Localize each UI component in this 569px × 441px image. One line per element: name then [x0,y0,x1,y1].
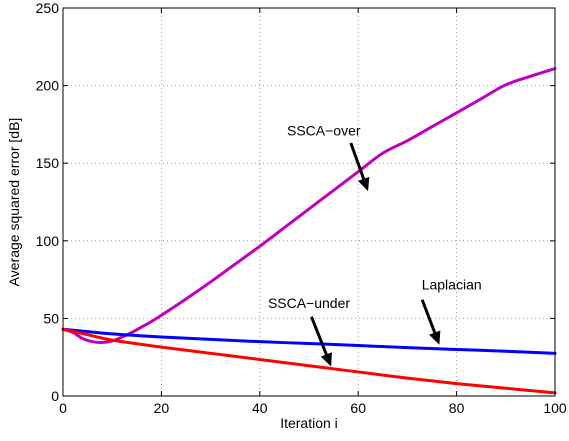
annotation-label-ssca-under: SSCA−under [268,295,350,311]
series-line-ssca-under [61,327,557,395]
x-tick-label: 40 [252,400,268,416]
x-tick-label: 80 [449,400,465,416]
annotation-label-ssca-over: SSCA−over [287,123,361,139]
y-tick-label: 0 [51,388,59,404]
y-tick-label: 150 [36,155,60,171]
x-axis-title: Iteration i [280,415,338,431]
x-tick-label: 0 [59,400,67,416]
annotations: SSCA−over Laplacian SSCA−under [268,123,482,367]
y-tick-label: 50 [43,310,59,326]
y-tick-label: 100 [36,233,60,249]
annotation-label-laplacian: Laplacian [422,276,482,292]
y-tick-label: 250 [36,0,60,16]
annotation-arrowhead-ssca-under [320,352,332,367]
series-line-laplacian [61,327,557,355]
series-line-ssca-over [61,67,557,344]
annotation-arrow-ssca-under [310,316,328,355]
plot-frame [62,7,556,397]
grid [63,8,555,396]
annotation-arrow-ssca-over [349,142,366,180]
y-tick-label: 200 [36,78,60,94]
ticks: 0 20 40 60 80 100 0 50 100 150 200 250 [36,0,567,416]
annotation-arrowhead-laplacian [429,330,441,345]
x-tick-label: 20 [154,400,170,416]
annotation-arrowhead-ssca-over [358,176,370,192]
y-axis-title: Average squared error [dB] [6,118,22,287]
x-tick-label: 100 [543,400,567,416]
series-layer [61,67,557,395]
annotation-arrow-laplacian [420,299,437,334]
x-tick-label: 60 [350,400,366,416]
